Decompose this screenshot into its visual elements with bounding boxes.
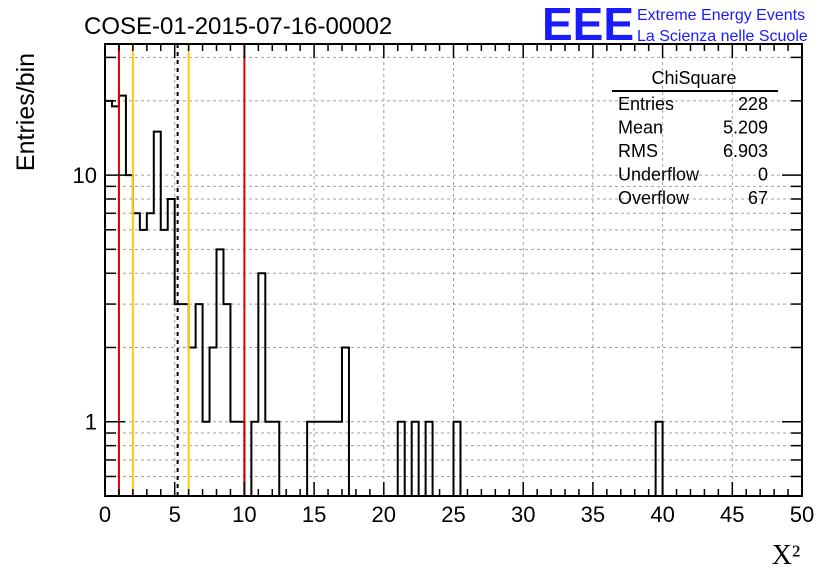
x-tick-label: 25 xyxy=(441,502,465,527)
chart-title: COSE-01-2015-07-16-00002 xyxy=(84,13,392,40)
histogram-bin xyxy=(265,422,272,496)
histogram-bin xyxy=(105,101,112,496)
x-tick-label: 5 xyxy=(169,502,181,527)
histogram-bin xyxy=(454,422,461,496)
histogram-bin xyxy=(210,347,217,496)
histogram-bin xyxy=(112,106,119,496)
histogram-bin xyxy=(272,422,279,496)
histogram-bin xyxy=(168,199,175,496)
y-tick-label: 1 xyxy=(85,410,97,435)
stats-row-label: Entries xyxy=(618,94,674,114)
histogram-bin xyxy=(314,422,321,496)
histogram-bin xyxy=(196,304,203,496)
histogram-bin xyxy=(321,422,328,496)
histogram-bin xyxy=(251,422,258,496)
stats-row-value: 67 xyxy=(748,188,768,208)
histogram-bin xyxy=(119,96,126,496)
histogram-bin xyxy=(126,175,133,496)
stats-box: ChiSquare Entries 228 Mean 5.209 RMS 6.903 Und… xyxy=(612,68,778,208)
histogram-bin xyxy=(237,422,244,496)
histogram-bin xyxy=(161,230,168,496)
histogram-bin xyxy=(189,347,196,496)
y-tick-labels: 1 10 xyxy=(73,163,97,435)
plot-axes xyxy=(104,43,803,497)
histogram-bars xyxy=(105,94,802,497)
histogram-bin xyxy=(133,213,140,496)
x-tick-label: 35 xyxy=(581,502,605,527)
x-tick-labels: 0 5 10 15 20 25 30 35 40 45 50 xyxy=(99,502,814,527)
stats-row-value: 0 xyxy=(758,165,768,185)
histogram-bin xyxy=(140,230,147,496)
histogram-bin xyxy=(147,213,154,496)
stats-row-value: 228 xyxy=(738,94,768,114)
threshold-lines xyxy=(117,44,246,496)
histogram-bin xyxy=(426,422,433,496)
histogram-bin xyxy=(328,422,335,496)
histogram-bin xyxy=(203,422,210,496)
histogram-bin xyxy=(230,422,237,496)
x-tick-label: 10 xyxy=(232,502,256,527)
histogram-bin xyxy=(217,249,224,496)
x-tick-label: 0 xyxy=(99,502,111,527)
stats-row-label: Mean xyxy=(618,118,663,138)
histogram-bin xyxy=(223,304,230,496)
x-axis-label: X² xyxy=(772,540,801,571)
logo-mark: EEE xyxy=(542,0,634,50)
eee-logo: EEE Extreme Energy Events La Scienza nel… xyxy=(542,0,808,50)
x-tick-label: 50 xyxy=(790,502,814,527)
x-tick-label: 30 xyxy=(511,502,535,527)
histogram-bin xyxy=(656,422,663,496)
histogram-bin xyxy=(258,273,265,496)
x-tick-label: 15 xyxy=(302,502,326,527)
logo-line-2: La Scienza nelle Scuole xyxy=(637,28,808,45)
histogram-bin xyxy=(342,347,349,496)
x-tick-label: 45 xyxy=(720,502,744,527)
histogram-bin xyxy=(154,132,161,496)
stats-row-label: Overflow xyxy=(618,188,690,208)
logo-line-1: Extreme Energy Events xyxy=(637,7,805,24)
histogram-bin xyxy=(398,422,405,496)
y-axis-label: Entries/bin xyxy=(12,53,40,171)
stats-title: ChiSquare xyxy=(651,68,736,88)
x-tick-label: 20 xyxy=(372,502,396,527)
histogram-bin xyxy=(335,422,342,496)
histogram-bin xyxy=(307,422,314,496)
stats-row-value: 5.209 xyxy=(723,118,768,138)
stats-row-value: 6.903 xyxy=(723,141,768,161)
x-tick-label: 40 xyxy=(650,502,674,527)
stats-row-label: RMS xyxy=(618,141,658,161)
stats-row-label: Underflow xyxy=(618,165,700,185)
y-tick-label: 10 xyxy=(73,163,97,188)
stats-rows: Entries 228 Mean 5.209 RMS 6.903 Underflow 0 Ove… xyxy=(618,94,768,208)
histogram-bin xyxy=(182,304,189,496)
histogram-bin xyxy=(412,422,419,496)
